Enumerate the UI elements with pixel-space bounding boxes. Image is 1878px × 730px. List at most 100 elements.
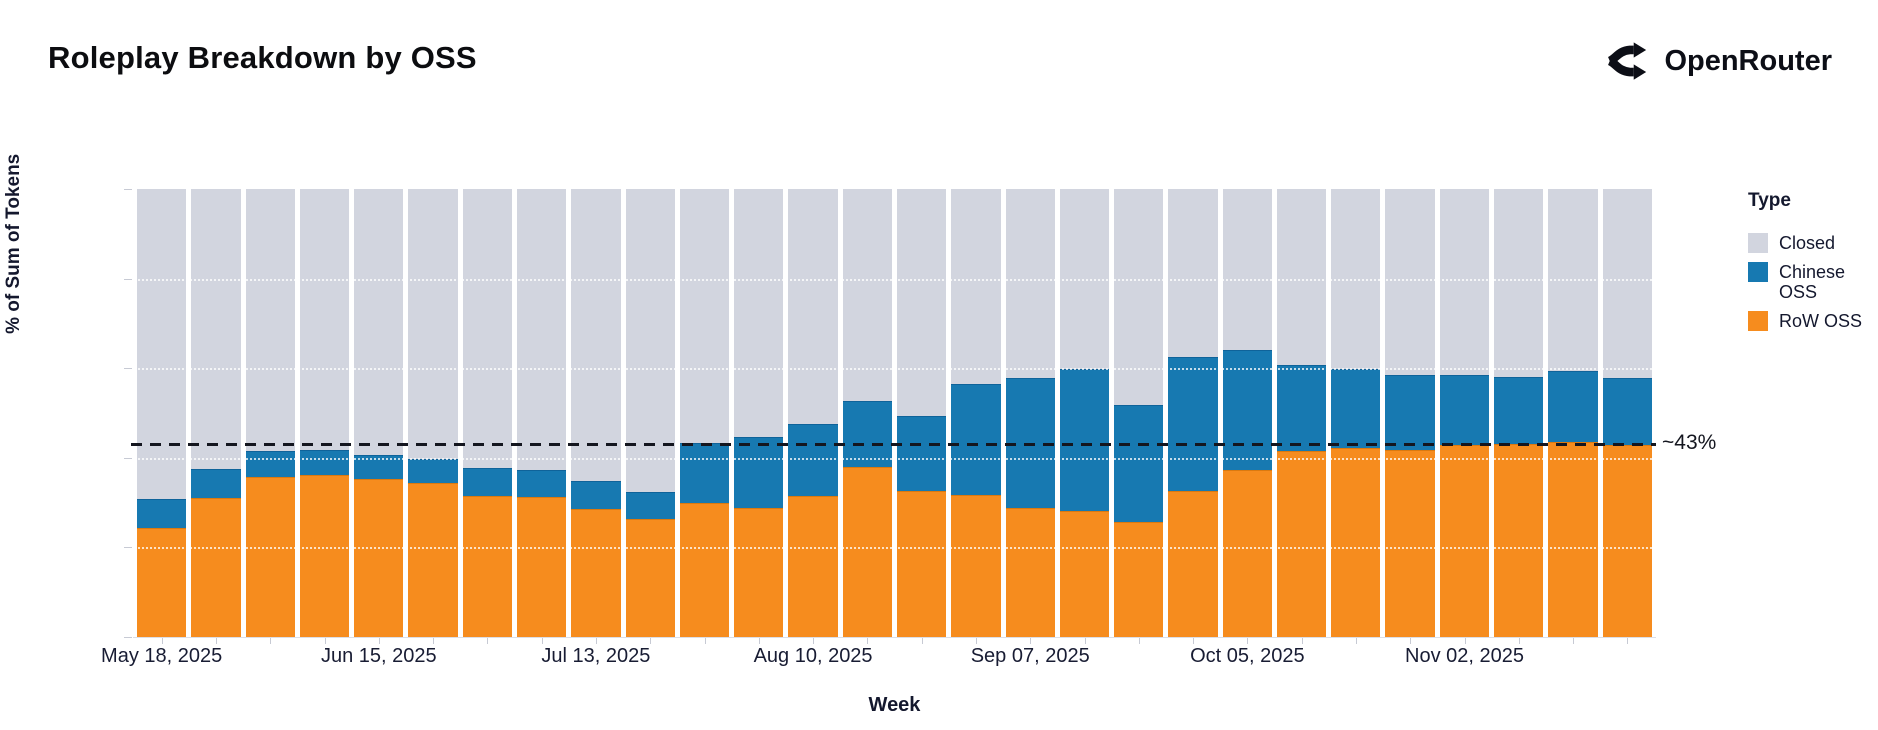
x-tick-mark (1410, 638, 1412, 644)
bar-segment-closed (896, 189, 947, 417)
bar (245, 189, 295, 637)
threshold-label: ~43% (1662, 431, 1717, 455)
gridline (133, 368, 1656, 371)
bar-segment-chinese-oss (408, 459, 458, 483)
x-tick-mark (813, 638, 815, 644)
bar-segment-chinese-oss (1385, 375, 1435, 451)
bar-segment-chinese-oss (842, 400, 892, 468)
bar-segment-chinese-oss (734, 436, 784, 509)
bar-segment-chinese-oss (788, 423, 838, 497)
x-tick-mark (595, 638, 597, 644)
y-tick-mark (124, 189, 132, 190)
x-tick-mark (650, 638, 652, 644)
bar-segment-closed (951, 189, 1001, 385)
bar-segment-chinese-oss (137, 498, 187, 528)
bar-segment-chinese-oss (951, 384, 1001, 495)
bar-segment-row-oss (245, 476, 295, 637)
legend-swatch (1748, 311, 1768, 332)
bar-segment-row-oss (1168, 491, 1218, 637)
bar-segment-chinese-oss (1222, 350, 1272, 471)
x-tick-mark (921, 638, 923, 644)
bar-segment-closed (1005, 189, 1055, 379)
bar-segment-closed (1494, 189, 1544, 378)
y-tick-mark (124, 547, 132, 549)
x-tick-label: Jun 15, 2025 (320, 645, 437, 667)
bar-segment-chinese-oss (1548, 370, 1598, 442)
bar-segment-closed (842, 189, 892, 401)
x-tick-label: Oct 05, 2025 (1190, 645, 1305, 667)
bar-segment-chinese-oss (1494, 377, 1544, 445)
bar-segment-closed (1114, 189, 1164, 405)
bar-segment-chinese-oss (1114, 404, 1164, 523)
bar-segment-closed (571, 189, 621, 482)
bar-segment-row-oss (516, 496, 567, 638)
bar (1439, 189, 1490, 637)
legend-title: Type (1748, 190, 1791, 211)
bar (734, 189, 784, 637)
bar-segment-row-oss (1385, 450, 1435, 637)
bar-segment-row-oss (1602, 444, 1652, 637)
bar (842, 189, 892, 637)
legend-label: Closed (1779, 233, 1836, 253)
x-tick-mark (1301, 638, 1303, 644)
bar-segment-closed (734, 189, 784, 437)
bar-segment-chinese-oss (1059, 369, 1110, 512)
bar-segment-row-oss (1276, 450, 1327, 637)
bar (1602, 189, 1652, 637)
x-tick-mark (1030, 638, 1032, 644)
bar-segment-closed (354, 189, 404, 455)
y-tick-mark (124, 368, 132, 370)
y-tick-mark (124, 278, 132, 280)
bar (1114, 189, 1164, 638)
brand-name: OpenRouter (1664, 44, 1832, 77)
bar-segment-chinese-oss (1602, 378, 1652, 445)
bar-segment-chinese-oss (896, 416, 947, 491)
x-tick-mark (1138, 638, 1140, 644)
bar-segment-chinese-oss (245, 450, 295, 477)
bar-segment-row-oss (951, 494, 1001, 637)
brand: OpenRouter (1604, 38, 1832, 84)
x-tick-mark (215, 638, 217, 644)
bar (951, 189, 1001, 637)
bar-segment-chinese-oss (299, 449, 350, 476)
bar (679, 189, 730, 637)
x-tick-mark (1084, 638, 1086, 644)
bar (516, 189, 567, 638)
bar-segment-closed (516, 189, 567, 470)
bar-segment-closed (1439, 189, 1490, 375)
bar (1168, 189, 1218, 637)
bar (354, 189, 404, 637)
bar-segment-closed (1602, 189, 1652, 379)
bar-segment-row-oss (1222, 470, 1272, 637)
bar-segment-closed (1385, 189, 1435, 376)
bar (625, 189, 675, 637)
legend-item: Closed (1748, 233, 1874, 253)
bar (1385, 189, 1435, 637)
bar-segment-row-oss (354, 479, 404, 637)
bar-segment-closed (788, 189, 838, 424)
y-tick-mark (124, 637, 132, 638)
bar-segment-row-oss (842, 467, 892, 637)
bar-segment-row-oss (625, 519, 675, 637)
bar-segment-chinese-oss (191, 469, 241, 499)
bar-segment-row-oss (1439, 445, 1490, 637)
bar-segment-chinese-oss (1439, 374, 1490, 446)
bar (137, 189, 187, 637)
bar-segment-row-oss (408, 482, 458, 637)
x-tick-label: Aug 10, 2025 (753, 645, 873, 667)
y-axis-title: % of Sum of Tokens (3, 153, 24, 334)
bar-segment-closed (1222, 189, 1272, 351)
bar-segment-chinese-oss (1276, 364, 1327, 451)
x-tick-mark (324, 638, 326, 644)
bar-segment-row-oss (896, 490, 947, 637)
x-axis-title: Week (868, 694, 921, 716)
bar (462, 189, 512, 637)
x-tick-mark (161, 638, 163, 644)
gridline (133, 547, 1656, 550)
bar-segment-closed (679, 189, 730, 444)
legend-label: RoW OSS (1779, 311, 1863, 332)
bar (1548, 189, 1598, 637)
bar (1059, 189, 1110, 637)
bar-segment-closed (245, 189, 295, 451)
x-tick-mark (1627, 638, 1629, 644)
